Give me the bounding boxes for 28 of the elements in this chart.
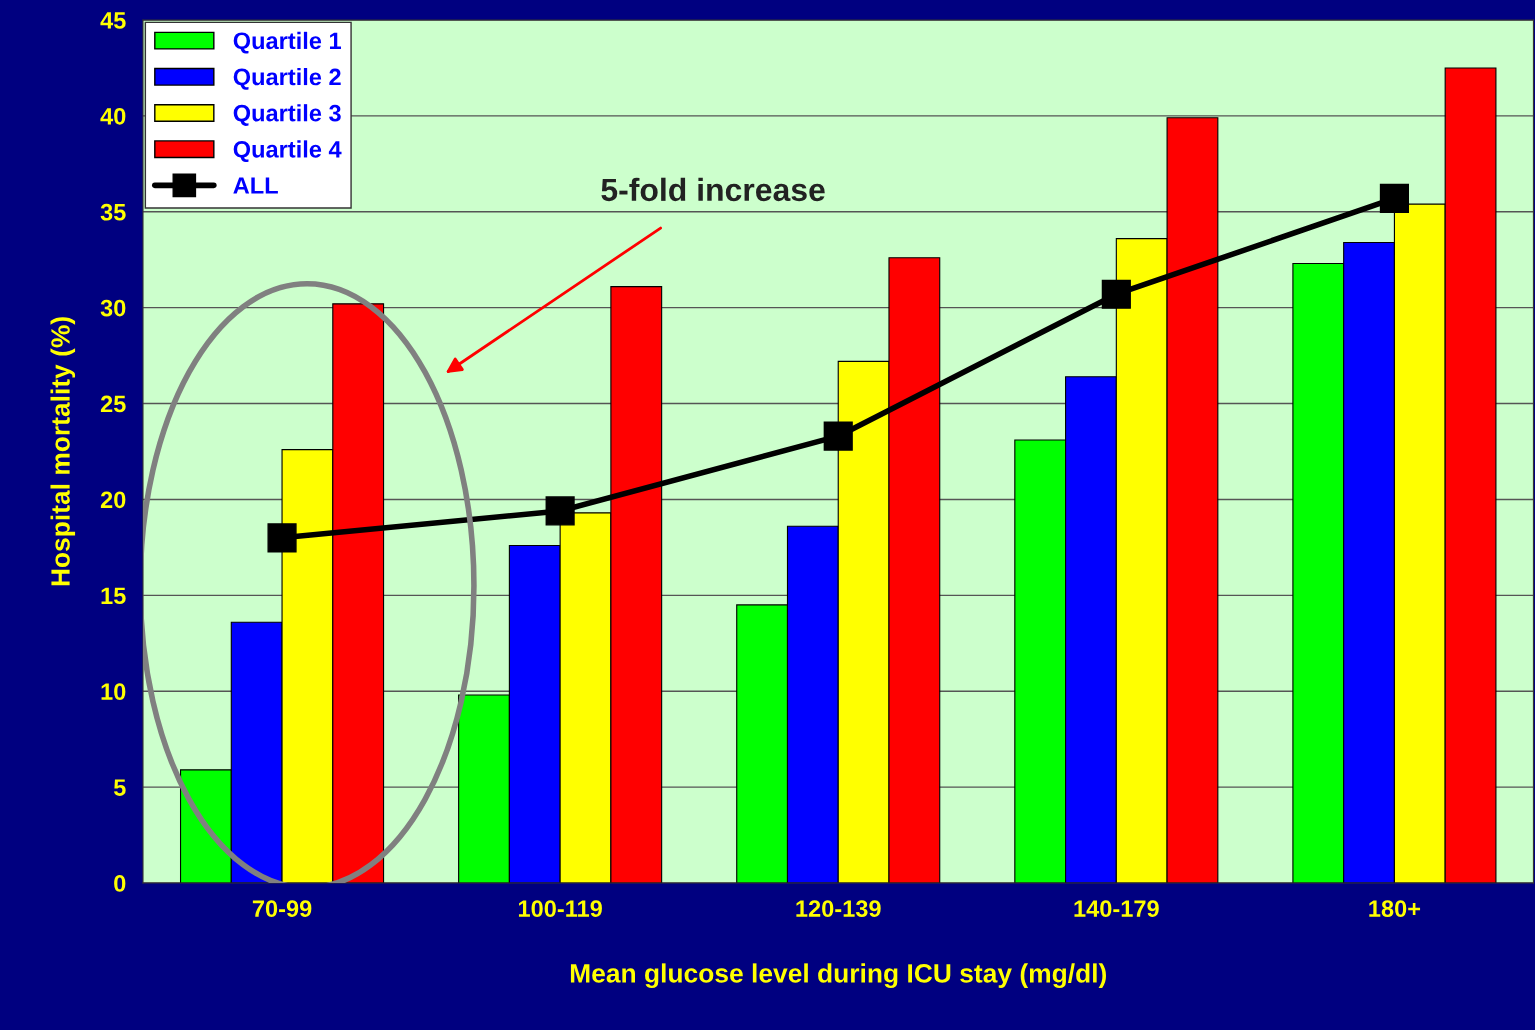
x-tick-label: 120-139 bbox=[796, 900, 881, 918]
point bbox=[1379, 183, 1410, 213]
legend-label: Quartile 1 bbox=[233, 31, 341, 54]
y-tick-label: 40 bbox=[100, 107, 126, 125]
y-tick-label: 0 bbox=[114, 875, 126, 892]
x-axis-title: Mean glucose level during ICU stay (mg/dl) bbox=[570, 963, 1107, 989]
point bbox=[545, 496, 575, 526]
legend-label: ALL bbox=[233, 177, 278, 194]
y-tick-label: 10 bbox=[101, 683, 126, 701]
x-tick-label: 70-99 bbox=[252, 900, 312, 918]
point bbox=[823, 421, 853, 451]
annotation: 5-fold increase bbox=[601, 177, 825, 202]
y-tick-label: 45 bbox=[100, 12, 126, 29]
y-tick-label: 20 bbox=[100, 491, 126, 509]
point bbox=[1101, 279, 1131, 309]
x-tick-label: 180+ bbox=[1369, 900, 1421, 918]
point bbox=[267, 523, 297, 553]
legend-label: Quartile 3 bbox=[233, 104, 341, 126]
x-tick-label: 140-179 bbox=[1074, 900, 1159, 918]
legend-label: Quartile 2 bbox=[233, 67, 341, 90]
y-tick-label: 35 bbox=[100, 203, 126, 221]
y-tick-label: 25 bbox=[100, 395, 126, 413]
y-tick-label: 5 bbox=[113, 779, 126, 796]
x-tick-label: 100-119 bbox=[518, 900, 602, 918]
y-tick-label: 30 bbox=[100, 299, 126, 317]
legend-label: Quartile 4 bbox=[233, 140, 342, 163]
y-tick-label: 15 bbox=[101, 587, 126, 605]
y-axis-title: Hospital mortality (%) bbox=[50, 317, 76, 586]
